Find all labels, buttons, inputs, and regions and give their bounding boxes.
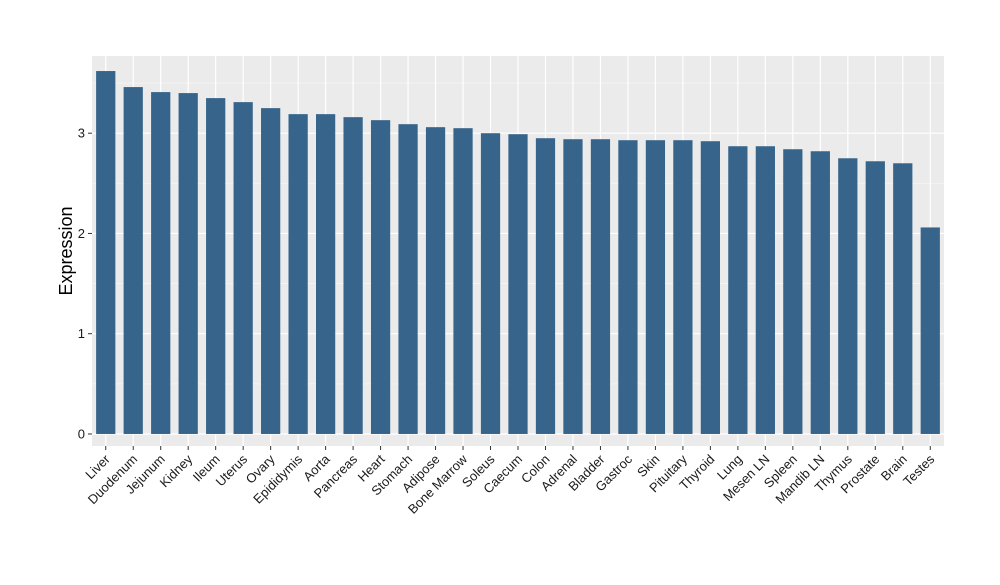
- bar-duodenum: [123, 87, 143, 434]
- bar-stomach: [398, 124, 418, 434]
- bar-gastroc: [618, 140, 638, 434]
- bar-adipose: [425, 127, 446, 434]
- bar-uterus: [233, 102, 253, 434]
- bar-bladder: [590, 139, 611, 434]
- bar-skin: [645, 140, 666, 434]
- bar-caecum: [508, 134, 528, 434]
- bar-liver: [96, 71, 116, 434]
- bar-mandib-ln: [810, 151, 830, 434]
- bar-mesen-ln: [755, 146, 775, 434]
- y-tick-label: 3: [78, 126, 85, 141]
- bar-epididymis: [288, 114, 308, 434]
- bar-spleen: [783, 149, 803, 434]
- bar-pituitary: [673, 140, 693, 434]
- y-axis: 0 1 2 3: [78, 126, 92, 441]
- bar-soleus: [480, 133, 501, 434]
- bar-ovary: [261, 108, 281, 434]
- y-tick-label: 1: [78, 326, 85, 341]
- y-axis-title: Expression: [56, 206, 76, 295]
- bar-brain: [893, 163, 913, 434]
- bar-bone-marrow: [453, 128, 473, 434]
- bars: [96, 71, 940, 434]
- bar-heart: [370, 120, 391, 434]
- bar-kidney: [178, 93, 198, 434]
- bar-thymus: [838, 158, 858, 434]
- bar-ileum: [206, 98, 226, 434]
- y-tick-label: 0: [78, 426, 85, 441]
- bar-thyroid: [700, 141, 721, 434]
- bar-adrenal: [563, 139, 583, 434]
- x-axis: LiverDuodenumJejunumKidneyIleumUterusOva…: [82, 446, 938, 517]
- bar-lung: [728, 146, 748, 434]
- bar-prostate: [865, 161, 885, 434]
- x-tick-label: Uterus: [213, 451, 251, 489]
- bar-aorta: [315, 114, 336, 434]
- bar-colon: [535, 138, 556, 434]
- x-tick-label: Testes: [900, 451, 938, 489]
- y-tick-label: 2: [78, 226, 85, 241]
- bar-jejunum: [151, 92, 171, 434]
- bar-pancreas: [343, 117, 363, 434]
- bar-testes: [920, 227, 940, 434]
